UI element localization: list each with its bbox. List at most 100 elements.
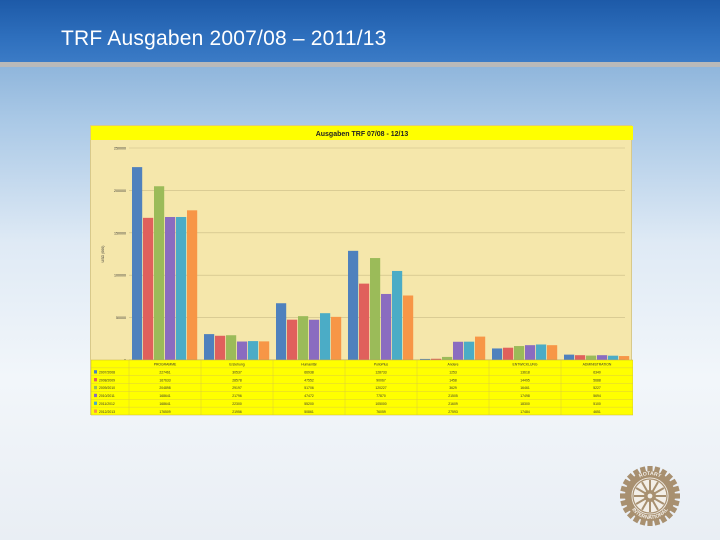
bar: [464, 341, 475, 360]
bar: [237, 341, 248, 360]
bar: [215, 335, 226, 360]
legend-swatch: [94, 370, 97, 374]
bar: [276, 303, 287, 360]
table-cell-value: 50861: [304, 410, 314, 414]
bar: [204, 334, 215, 360]
bar: [597, 355, 608, 360]
bar: [475, 336, 486, 360]
logo-tooth: [620, 493, 626, 499]
y-tick-label: 150000: [114, 231, 126, 235]
bar: [165, 216, 176, 360]
bar: [586, 355, 597, 360]
category-label: Humanitär: [301, 363, 318, 367]
table-cell-value: 66938: [304, 371, 314, 375]
bar: [154, 186, 165, 360]
bar: [492, 348, 503, 360]
bar: [453, 341, 464, 360]
logo-tooth: [674, 493, 680, 499]
category-label: ADMINISTRATION: [583, 363, 612, 367]
legend-swatch: [94, 393, 97, 398]
category-label: PolioPlus: [374, 363, 388, 367]
category-label: PROGRAMME: [154, 363, 177, 367]
logo-tooth: [647, 466, 653, 472]
table-cell-value: 17498: [520, 394, 530, 398]
bar: [320, 313, 331, 360]
bar-chart: Ausgaben TRF 07/08 - 12/1305000010000015…: [91, 126, 633, 416]
y-tick-label: 250000: [114, 147, 126, 151]
table-cell-value: 105000: [375, 402, 386, 406]
table-cell-value: 1253: [449, 371, 457, 375]
slide-title: TRF Ausgaben 2007/08 – 2011/13: [61, 27, 387, 50]
bar: [370, 258, 381, 360]
table-cell-value: 18300: [520, 402, 530, 406]
chart-container: Ausgaben TRF 07/08 - 12/1305000010000015…: [90, 125, 633, 416]
table-cell-value: 14495: [520, 378, 530, 382]
bar: [176, 216, 187, 360]
bar: [381, 293, 392, 360]
table-cell-value: 47552: [304, 378, 314, 382]
bar: [431, 358, 442, 360]
legend-swatch: [94, 409, 97, 413]
table-cell-value: 5694: [593, 394, 601, 398]
bar: [564, 354, 575, 360]
bar: [619, 356, 630, 360]
table-cell-value: 204898: [159, 386, 170, 390]
legend-entry: 2011/2012: [99, 402, 115, 406]
bar: [132, 167, 143, 360]
table-cell-value: 5227: [593, 386, 601, 390]
bar: [575, 355, 586, 360]
table-cell-value: 28578: [232, 378, 242, 382]
bar: [392, 270, 403, 360]
table-cell-value: 16461: [520, 386, 530, 390]
category-label: Erziehung: [229, 363, 244, 367]
table-cell-value: 168641: [159, 402, 170, 406]
table-cell-value: 13618: [520, 371, 530, 375]
bar: [403, 295, 414, 360]
chart-title-bar: [91, 126, 633, 140]
bar: [547, 345, 558, 360]
table-cell-value: 3629: [449, 386, 457, 390]
category-label: ENTWICKLUNG: [512, 363, 537, 367]
bar: [348, 250, 359, 360]
y-tick-label: 50000: [116, 316, 126, 320]
table-cell-value: 21796: [232, 394, 242, 398]
table-cell-value: 51706: [304, 386, 314, 390]
table-cell-value: 47472: [304, 394, 314, 398]
table-cell-value: 17484: [520, 410, 530, 414]
logo-text-top: ROTARY: [638, 471, 662, 480]
table-cell-value: 120227: [375, 386, 386, 390]
table-cell-value: 167633: [159, 378, 170, 382]
header-divider: [0, 62, 720, 67]
bar: [608, 355, 619, 360]
table-cell-value: 5688: [593, 378, 601, 382]
logo-hub-hole: [647, 493, 653, 499]
bar: [187, 210, 198, 360]
table-cell-value: 55200: [304, 402, 314, 406]
table-cell-value: 128733: [375, 371, 386, 375]
table-cell-value: 227461: [159, 371, 170, 375]
legend-swatch: [94, 401, 97, 405]
bar: [442, 356, 453, 360]
table-cell-value: 21505: [448, 394, 458, 398]
bar: [525, 345, 536, 360]
table-cell-value: 27593: [448, 410, 458, 414]
table-cell-value: 90067: [376, 378, 386, 382]
chart-title: Ausgaben TRF 07/08 - 12/13: [316, 131, 409, 138]
y-tick-label: 200000: [114, 189, 126, 193]
table-cell-value: 4651: [593, 410, 601, 414]
table-cell-value: 168641: [159, 394, 170, 398]
table-cell-value: 29197: [232, 386, 242, 390]
table-cell-value: 21609: [448, 402, 458, 406]
bar: [226, 335, 237, 360]
y-axis-label: USD (000): [101, 246, 105, 263]
bar: [259, 341, 270, 360]
bar: [248, 341, 259, 360]
bar: [287, 319, 298, 360]
bar: [331, 316, 342, 360]
table-cell-value: 22300: [232, 402, 242, 406]
legend-swatch: [94, 378, 97, 382]
table-cell-value: 30537: [232, 371, 242, 375]
bar: [143, 217, 154, 360]
bar: [514, 346, 525, 360]
logo-ring: [632, 478, 668, 514]
